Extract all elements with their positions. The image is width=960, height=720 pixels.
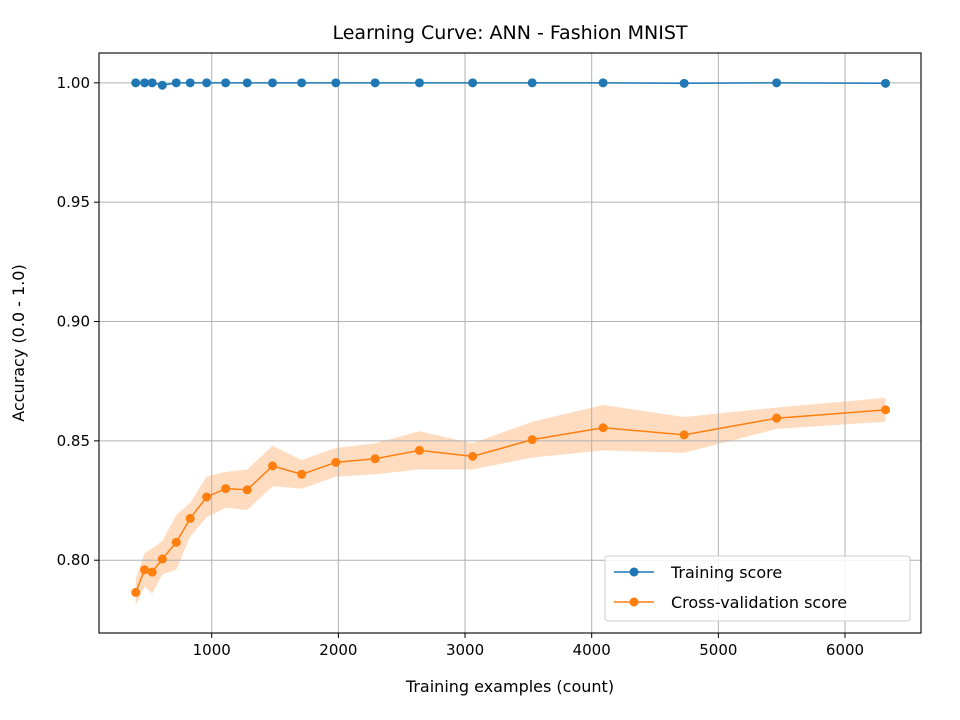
series-point-1 [242,485,252,495]
legend-marker-training [629,567,639,577]
series-point-0 [414,78,424,88]
x-tick-label: 2000 [319,641,357,659]
x-axis-label: Training examples (count) [405,677,614,696]
legend-label-cross-validation: Cross-validation score [671,593,847,612]
confidence-band-1 [135,397,886,606]
series-point-0 [297,78,307,88]
legend: Training score Cross-validation score [604,555,911,622]
series-point-1 [185,513,195,523]
series-point-0 [140,78,150,88]
y-tick-label: 0.90 [57,313,90,331]
series-point-0 [171,78,181,88]
series-point-1 [331,457,341,467]
series-point-1 [527,435,537,445]
y-tick-label: 0.80 [57,551,90,569]
x-tick-label: 4000 [573,641,611,659]
x-tick-label: 6000 [826,641,864,659]
series-point-0 [242,78,252,88]
legend-marker-cross-validation [629,597,639,607]
series-point-1 [171,537,181,547]
series-point-0 [268,78,278,88]
confidence-bands [135,397,886,606]
series-point-1 [598,423,608,433]
y-tick-label: 0.85 [57,432,90,450]
y-tick-label: 0.95 [57,193,90,211]
series-point-1 [147,567,157,577]
series-point-1 [221,484,231,494]
series-point-0 [881,78,891,88]
legend-box [604,555,911,622]
series-point-1 [157,554,167,564]
series-point-0 [221,78,231,88]
series-point-1 [772,413,782,423]
series-point-0 [370,78,380,88]
series-point-0 [147,78,157,88]
series-point-0 [527,78,537,88]
series-point-1 [297,469,307,479]
series-point-0 [468,78,478,88]
plot-area-frame [98,52,922,634]
series-point-1 [881,405,891,415]
y-tick-label: 1.00 [57,74,90,92]
y-axis-label: Accuracy (0.0 - 1.0) [9,264,28,421]
data-series [131,78,891,597]
series-point-1 [679,430,689,440]
series-point-0 [679,78,689,88]
series-point-1 [202,492,212,502]
series-point-0 [157,80,167,90]
series-point-0 [131,78,141,88]
series-point-1 [468,451,478,461]
series-point-0 [202,78,212,88]
series-point-0 [185,78,195,88]
x-tick-label: 3000 [446,641,484,659]
x-tick-label: 1000 [193,641,231,659]
series-point-0 [331,78,341,88]
series-point-0 [598,78,608,88]
series-point-1 [370,454,380,464]
series-point-1 [414,445,424,455]
x-tick-label: 5000 [699,641,737,659]
series-point-1 [140,565,150,575]
series-point-1 [268,461,278,471]
series-point-1 [131,587,141,597]
chart-title: Learning Curve: ANN - Fashion MNIST [332,22,687,44]
axis-ticks: 1000 2000 3000 4000 5000 6000 0.80 0.85 0.90 0.95… [57,74,865,659]
series-point-0 [772,78,782,88]
legend-label-training: Training score [670,563,782,582]
